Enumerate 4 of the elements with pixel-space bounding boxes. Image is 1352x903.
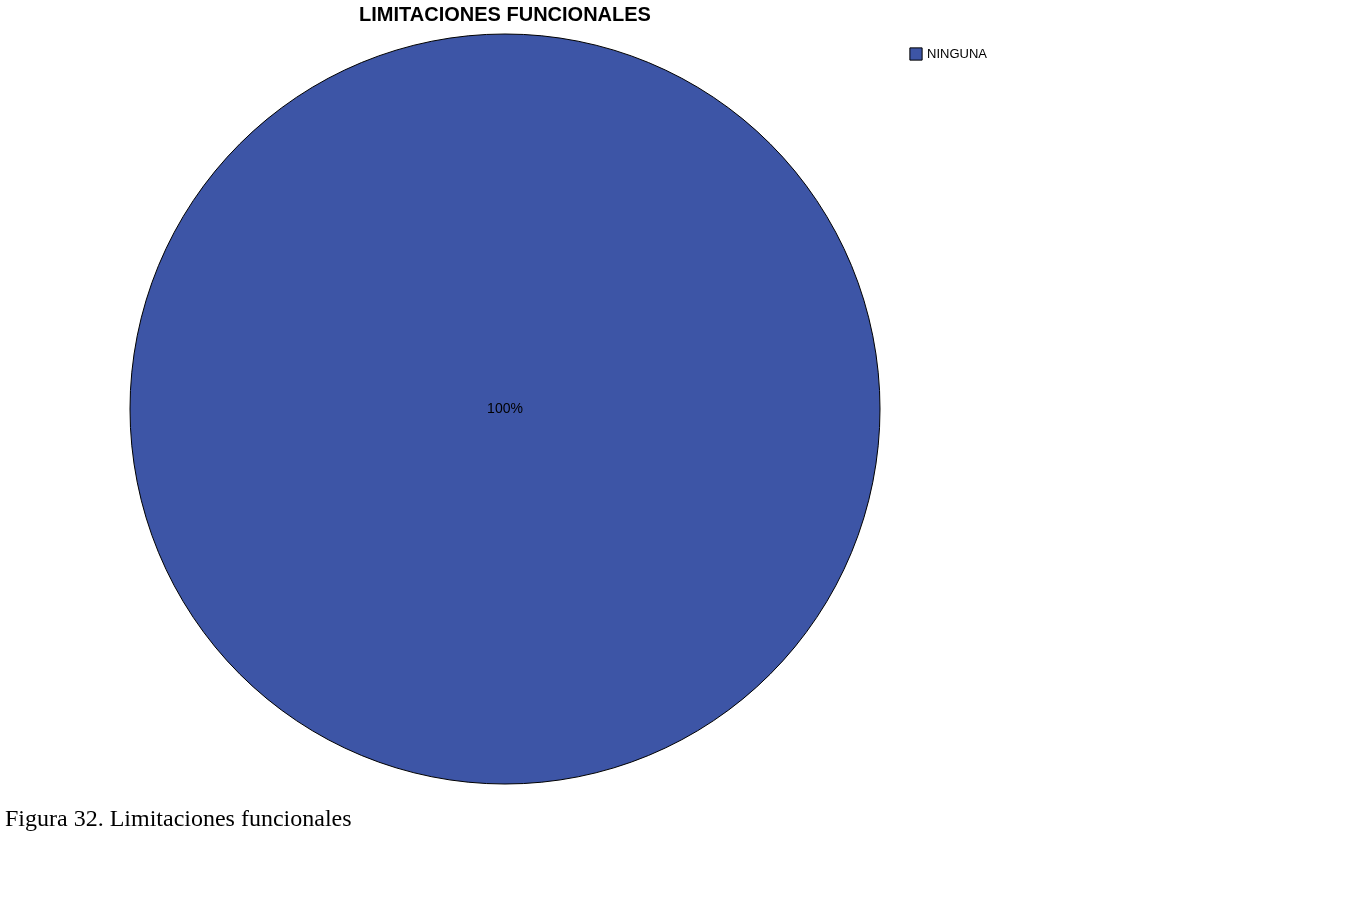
chart-title: LIMITACIONES FUNCIONALES [359,3,651,25]
data-label: 100% [487,400,523,416]
legend-label: NINGUNA [927,46,988,61]
text: Figura 32. Limitaciones funcionales [5,805,352,831]
